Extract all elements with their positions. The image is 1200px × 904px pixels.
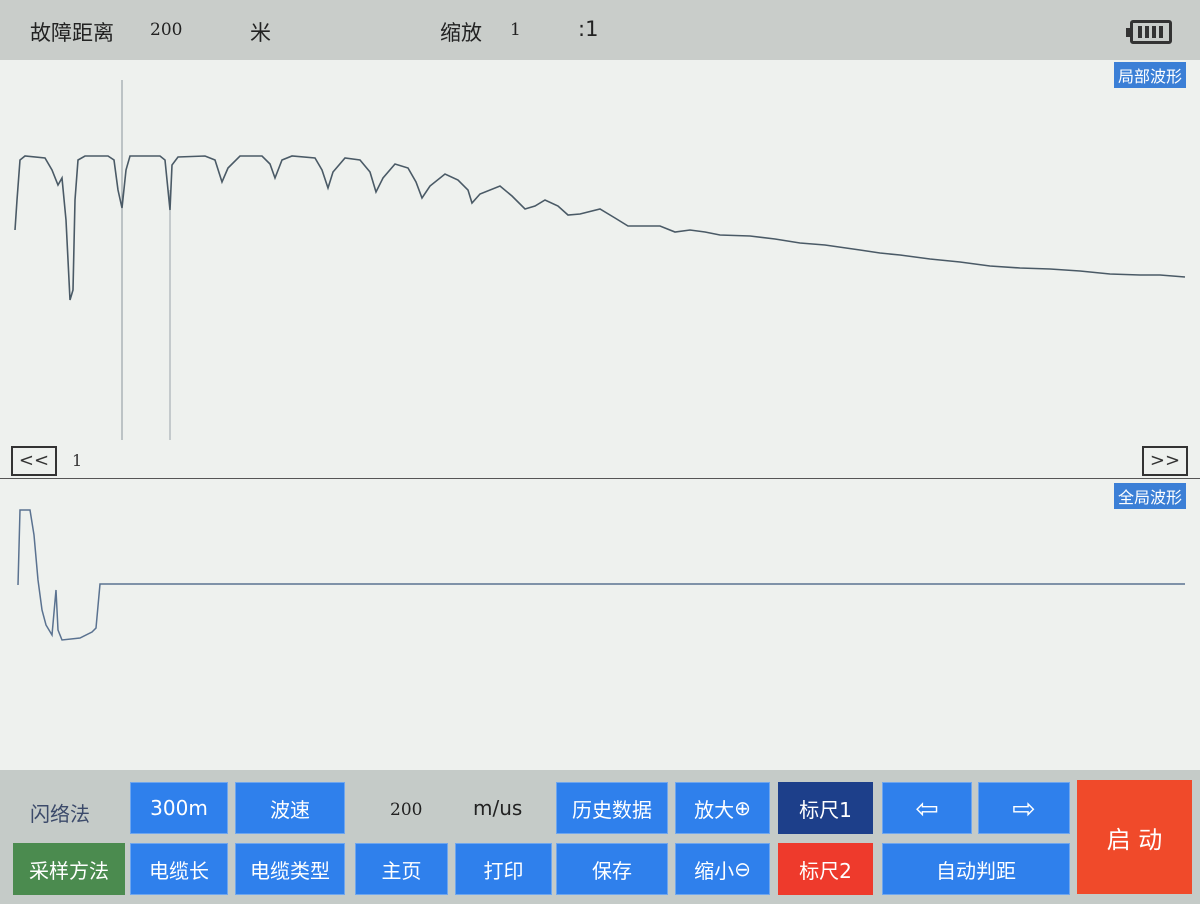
cable-length-button[interactable]: 电缆长	[130, 843, 228, 895]
global-waveform-trace	[17, 509, 1185, 641]
method-label: 闪络法	[30, 802, 90, 826]
fault-distance-value: 200	[150, 20, 183, 40]
auto-distance-button[interactable]: 自动判距	[882, 843, 1070, 895]
zoom-out-button[interactable]: 缩小 ⊖	[675, 843, 770, 895]
zoom-out-label: 缩小	[694, 858, 735, 883]
zoom-in-label: 放大	[694, 797, 735, 822]
speed-value: 200	[390, 800, 423, 820]
ruler1-button[interactable]: 标尺1	[778, 782, 873, 834]
fault-distance-label: 故障距离	[30, 21, 114, 45]
print-button[interactable]: 打印	[455, 843, 552, 895]
zoom-value: 1	[510, 20, 521, 40]
header-bar: 故障距离 200 米 缩放 1 :1	[0, 0, 1200, 60]
local-waveform-trace	[14, 155, 1186, 301]
global-waveform-plot[interactable]: 全局波形	[0, 480, 1200, 770]
ruler2-button[interactable]: 标尺2	[778, 843, 873, 895]
cable-type-button[interactable]: 电缆类型	[235, 843, 345, 895]
speed-unit: m/us	[473, 796, 523, 820]
local-waveform-plot[interactable]: 局部波形	[0, 60, 1200, 478]
home-button[interactable]: 主页	[355, 843, 448, 895]
range-button[interactable]: 300m	[130, 782, 228, 834]
prev-page-button[interactable]: <<	[11, 446, 57, 476]
zoom-in-button[interactable]: 放大 ⊕	[675, 782, 770, 834]
zoom-label: 缩放	[440, 21, 482, 45]
distance-unit: 米	[250, 21, 271, 45]
next-page-button[interactable]: >>	[1142, 446, 1188, 476]
save-button[interactable]: 保存	[556, 843, 668, 895]
plot-divider	[0, 478, 1200, 479]
move-left-button[interactable]: ⇦	[882, 782, 972, 834]
move-right-button[interactable]: ⇨	[978, 782, 1070, 834]
battery-icon	[1126, 20, 1172, 44]
zoom-ratio: :1	[578, 17, 599, 41]
start-button[interactable]: 启 动	[1077, 780, 1192, 894]
control-panel: 闪络法 300m 波速 200 m/us 历史数据 放大 ⊕ 标尺1 ⇦ ⇨ 启 …	[0, 770, 1200, 904]
zoom-out-icon: ⊖	[734, 857, 751, 881]
sampling-method-button[interactable]: 采样方法	[13, 843, 125, 895]
local-waveform-title: 局部波形	[1113, 62, 1186, 88]
page-number: 1	[72, 451, 83, 470]
zoom-in-icon: ⊕	[734, 796, 751, 820]
global-waveform-title: 全局波形	[1113, 483, 1186, 509]
wave-speed-button[interactable]: 波速	[235, 782, 345, 834]
history-button[interactable]: 历史数据	[556, 782, 668, 834]
